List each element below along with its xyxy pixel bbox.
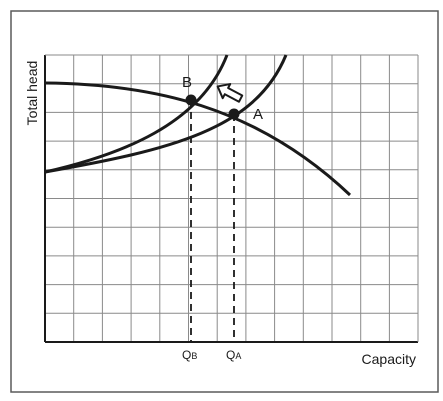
shift-arrow-icon: [216, 83, 244, 103]
flow-label-qb-main: Q: [182, 348, 191, 362]
operating-point-a: [228, 108, 240, 120]
flow-label-qb-sub: B: [191, 351, 197, 361]
point-label-a: A: [253, 106, 263, 123]
operating-point-b: [185, 94, 197, 106]
flow-label-qb: QB: [182, 348, 197, 362]
system-curve-b: [44, 54, 229, 174]
y-axis-label: Total head: [24, 61, 40, 126]
flow-label-qa-sub: A: [235, 351, 241, 361]
flow-label-qa: QA: [226, 348, 241, 362]
pump-curve: [44, 81, 352, 197]
system-curve-a: [44, 54, 288, 174]
point-label-b: B: [182, 74, 192, 91]
x-axis-label: Capacity: [362, 351, 416, 367]
outer-frame: [10, 10, 439, 393]
flow-label-qa-main: Q: [226, 348, 235, 362]
